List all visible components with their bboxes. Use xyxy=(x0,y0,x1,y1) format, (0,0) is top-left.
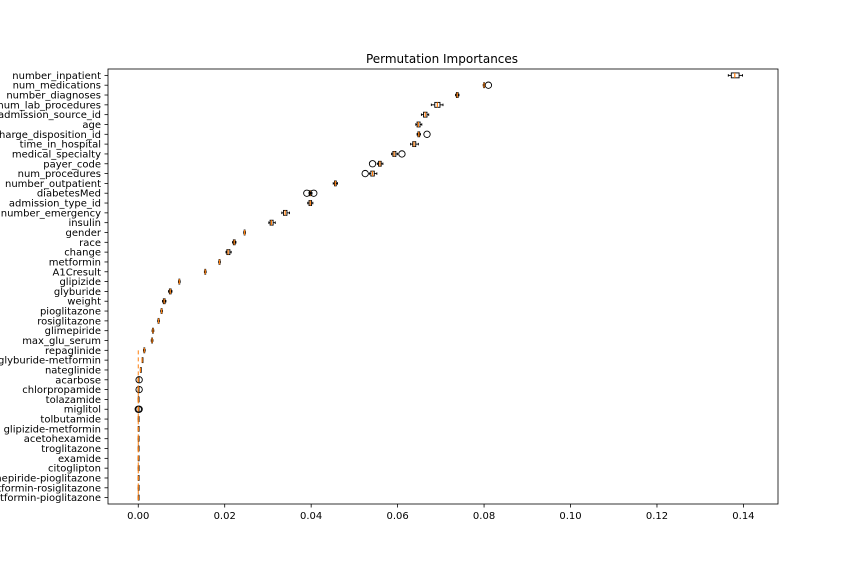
y-tick-label: glipizide-metformin xyxy=(4,424,101,435)
y-tick-label: examide xyxy=(58,454,101,465)
flier-point xyxy=(484,81,493,89)
y-tick-label: glyburide xyxy=(54,287,101,298)
y-tick-label: miglitol xyxy=(64,405,101,416)
y-tick-label: repaglinide xyxy=(45,346,101,357)
flier-point xyxy=(135,376,143,384)
y-tick-label: medical_specialty xyxy=(12,149,101,160)
x-tick-label: 0.04 xyxy=(300,511,322,522)
y-tick-label: tolazamide xyxy=(46,395,101,406)
x-tick-label: 0.00 xyxy=(127,511,149,522)
y-tick-label: num_procedures xyxy=(18,169,101,180)
y-tick-label: number_outpatient xyxy=(5,179,101,190)
y-tick-label: glyburide-metformin xyxy=(0,356,101,367)
flier-point xyxy=(135,385,143,394)
y-tick-label: change xyxy=(64,248,101,259)
y-tick-label: payer_code xyxy=(43,159,101,170)
flier-point xyxy=(135,405,143,413)
flier-point xyxy=(398,150,406,158)
flier-point xyxy=(423,130,431,138)
axes-frame xyxy=(107,68,779,505)
y-tick-label: age xyxy=(82,120,101,131)
y-tick-label: pioglitazone xyxy=(40,307,101,318)
plot-area: number_inpatientnum_medicationsnumber_di… xyxy=(0,71,755,522)
y-tick-label: troglitazone xyxy=(41,444,101,455)
y-tick-label: A1Cresult xyxy=(53,267,102,278)
y-tick-label: admission_source_id xyxy=(0,110,101,121)
y-tick-label: admission_type_id xyxy=(9,199,101,210)
y-tick-label: metformin-rosiglitazone xyxy=(0,483,101,494)
y-tick-label: time_in_hospital xyxy=(20,140,101,151)
x-tick-label: 0.12 xyxy=(646,511,668,522)
y-tick-label: number_inpatient xyxy=(12,71,101,82)
y-tick-label: discharge_disposition_id xyxy=(0,130,101,141)
y-tick-label: gender xyxy=(66,228,102,239)
x-tick-label: 0.08 xyxy=(473,511,495,522)
y-tick-label: glipizide xyxy=(59,277,101,288)
x-tick-label: 0.10 xyxy=(559,511,581,522)
y-tick-label: weight xyxy=(67,297,101,308)
y-tick-label: insulin xyxy=(68,218,101,229)
y-tick-label: citoglipton xyxy=(48,464,101,475)
y-tick-label: acarbose xyxy=(55,375,101,386)
y-tick-label: chlorpropamide xyxy=(22,385,101,396)
flier-point xyxy=(310,189,318,197)
y-tick-label: number_diagnoses xyxy=(6,91,101,102)
y-tick-label: rosiglitazone xyxy=(37,316,101,327)
y-tick-label: diabetesMed xyxy=(37,189,101,200)
flier-point xyxy=(303,189,311,197)
y-tick-label: glimepiride-pioglitazone xyxy=(0,473,101,484)
y-tick-label: metformin xyxy=(49,257,101,268)
flier-point xyxy=(368,160,377,168)
y-tick-label: tolbutamide xyxy=(40,415,101,426)
y-tick-label: num_medications xyxy=(13,81,101,92)
y-tick-label: number_emergency xyxy=(1,208,101,219)
y-tick-label: glimepiride xyxy=(45,326,101,337)
x-tick-label: 0.14 xyxy=(732,511,754,522)
y-tick-label: nateglinide xyxy=(45,365,101,376)
y-tick-label: acetohexamide xyxy=(24,434,101,445)
y-tick-label: metformin-pioglitazone xyxy=(0,493,101,504)
x-tick-label: 0.06 xyxy=(386,511,408,522)
y-tick-label: max_glu_serum xyxy=(22,336,101,347)
x-tick-label: 0.02 xyxy=(214,511,236,522)
flier-point xyxy=(361,169,369,178)
chart-title: Permutation Importances xyxy=(366,52,518,66)
y-tick-label: race xyxy=(79,238,101,249)
y-tick-label: num_lab_procedures xyxy=(0,100,101,111)
